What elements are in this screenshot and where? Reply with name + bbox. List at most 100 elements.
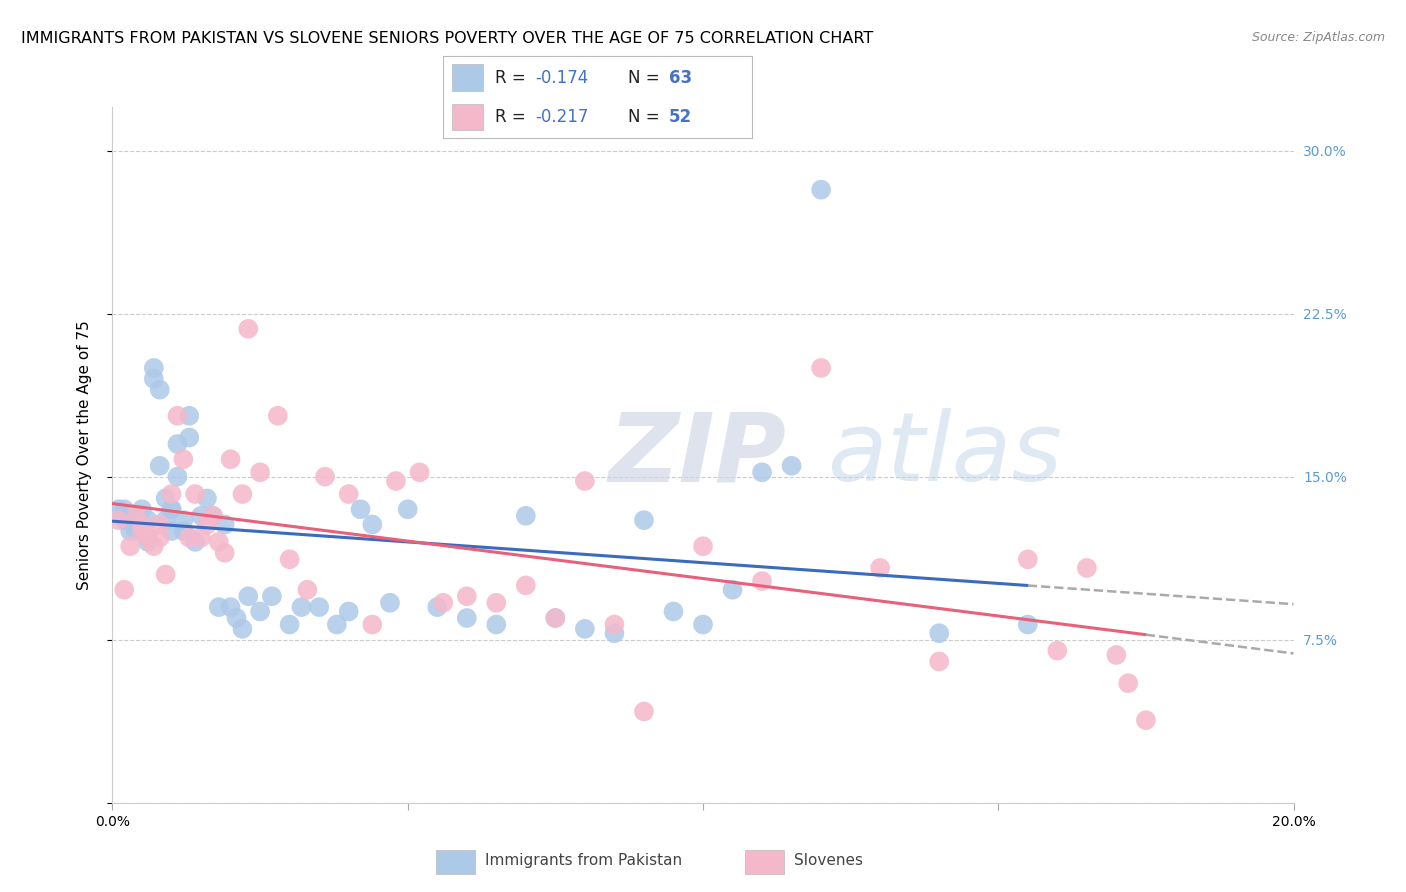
Point — [107, 502, 129, 516]
Point — [544, 611, 567, 625]
Point — [201, 508, 224, 523]
Point — [603, 626, 626, 640]
Point — [928, 626, 950, 640]
Point — [149, 383, 172, 397]
FancyBboxPatch shape — [453, 64, 484, 91]
Point — [485, 596, 508, 610]
Point — [214, 517, 236, 532]
Point — [120, 524, 142, 538]
Point — [172, 513, 194, 527]
Text: IMMIGRANTS FROM PAKISTAN VS SLOVENE SENIORS POVERTY OVER THE AGE OF 75 CORRELATI: IMMIGRANTS FROM PAKISTAN VS SLOVENE SENI… — [21, 31, 873, 46]
Point — [125, 513, 148, 527]
Point — [184, 487, 207, 501]
Point — [172, 524, 194, 538]
Point — [179, 531, 201, 545]
Text: N =: N = — [628, 108, 665, 126]
Point — [142, 372, 165, 386]
Text: Slovenes: Slovenes — [794, 854, 863, 868]
Point — [190, 508, 212, 523]
Point — [160, 502, 183, 516]
Point — [142, 360, 165, 375]
Text: -0.217: -0.217 — [536, 108, 589, 126]
Point — [131, 524, 153, 538]
Point — [692, 539, 714, 553]
Point — [131, 502, 153, 516]
Point — [361, 517, 384, 532]
Point — [166, 469, 188, 483]
Point — [361, 617, 384, 632]
Point — [603, 617, 626, 632]
Point — [112, 502, 135, 516]
Point — [456, 611, 478, 625]
Point — [349, 502, 371, 516]
Text: Source: ZipAtlas.com: Source: ZipAtlas.com — [1251, 31, 1385, 45]
Point — [225, 611, 247, 625]
Point — [155, 567, 177, 582]
Point — [1046, 643, 1069, 657]
FancyBboxPatch shape — [436, 849, 475, 874]
Point — [125, 524, 148, 538]
Y-axis label: Seniors Poverty Over the Age of 75: Seniors Poverty Over the Age of 75 — [77, 320, 91, 590]
Text: -0.174: -0.174 — [536, 69, 589, 87]
Point — [219, 452, 242, 467]
Point — [278, 552, 301, 566]
Text: Immigrants from Pakistan: Immigrants from Pakistan — [485, 854, 682, 868]
Point — [485, 617, 508, 632]
Point — [378, 596, 401, 610]
Point — [278, 617, 301, 632]
Point — [136, 513, 159, 527]
Point — [869, 561, 891, 575]
Point — [260, 589, 283, 603]
Point — [184, 535, 207, 549]
Point — [633, 513, 655, 527]
Point — [231, 487, 253, 501]
Point — [810, 183, 832, 197]
Point — [179, 431, 201, 445]
Point — [515, 578, 537, 592]
Point — [155, 513, 177, 527]
Point — [125, 508, 148, 523]
Text: R =: R = — [495, 69, 531, 87]
Point — [112, 513, 135, 527]
Point — [1076, 561, 1098, 575]
Point — [120, 513, 142, 527]
Point — [721, 582, 744, 597]
Point — [120, 539, 142, 553]
Point — [432, 596, 454, 610]
Point — [160, 524, 183, 538]
Point — [131, 517, 153, 532]
FancyBboxPatch shape — [453, 103, 484, 130]
Point — [297, 582, 319, 597]
Point — [385, 474, 408, 488]
Point — [238, 322, 260, 336]
Point — [149, 517, 172, 532]
Point — [662, 605, 685, 619]
Point — [172, 452, 194, 467]
Point — [574, 622, 596, 636]
Point — [396, 502, 419, 516]
Text: R =: R = — [495, 108, 531, 126]
Point — [1135, 713, 1157, 727]
Point — [179, 409, 201, 423]
Text: N =: N = — [628, 69, 665, 87]
Point — [208, 600, 231, 615]
Point — [751, 466, 773, 480]
Point — [633, 705, 655, 719]
Text: ZIP: ZIP — [609, 409, 786, 501]
Point — [149, 531, 172, 545]
Point — [290, 600, 312, 615]
Point — [219, 600, 242, 615]
Point — [408, 466, 430, 480]
Point — [780, 458, 803, 473]
Point — [131, 517, 153, 532]
FancyBboxPatch shape — [745, 849, 785, 874]
Text: atlas: atlas — [827, 409, 1062, 501]
Point — [337, 605, 360, 619]
Point — [160, 487, 183, 501]
Point — [249, 466, 271, 480]
Point — [107, 513, 129, 527]
Point — [195, 517, 218, 532]
Point — [136, 531, 159, 545]
Point — [308, 600, 330, 615]
Text: 63: 63 — [669, 69, 692, 87]
